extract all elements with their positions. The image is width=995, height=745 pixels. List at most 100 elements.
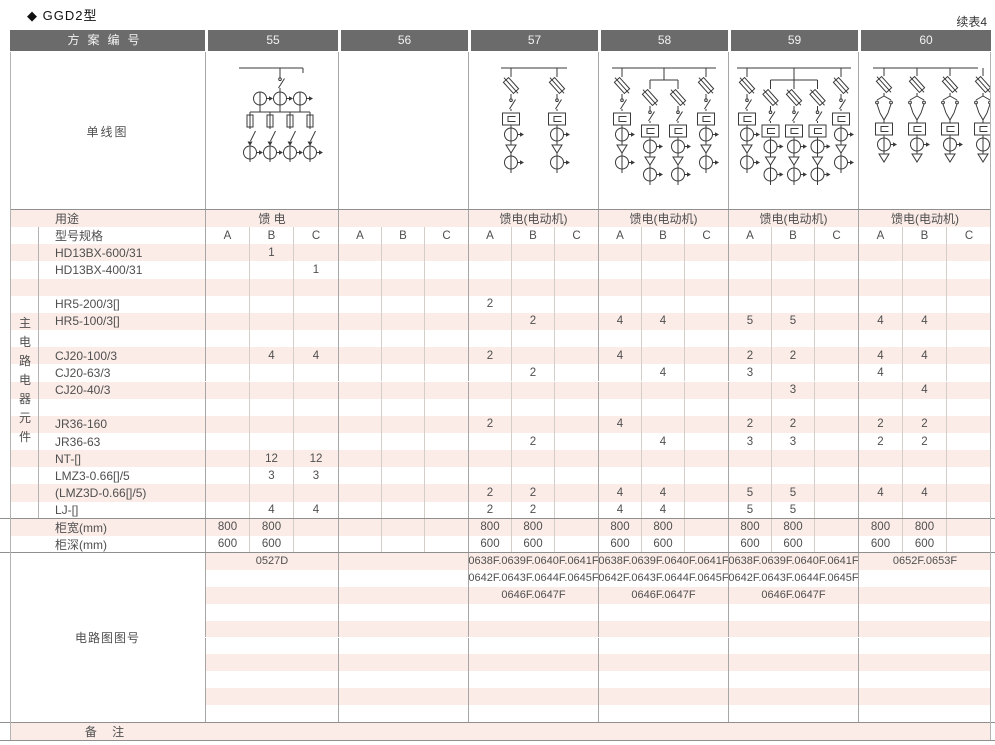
table-cell — [902, 295, 946, 313]
table-cell — [205, 312, 249, 331]
table-cell: B — [511, 227, 554, 245]
table-cell: A — [338, 227, 381, 245]
table-cell — [293, 415, 338, 433]
table-cell — [771, 450, 814, 468]
table-cell — [641, 278, 684, 296]
table-cell — [511, 261, 554, 279]
usage-cell: 馈电(电动机) — [468, 210, 598, 228]
table-cell: 600 — [468, 535, 511, 553]
table-cell — [554, 450, 598, 468]
table-cell: C — [946, 227, 991, 245]
table-cell — [771, 295, 814, 313]
table-cell — [424, 278, 468, 296]
table-cell — [205, 261, 249, 279]
circuit-number-row: 0642F.0643F.0644F.0645F 0642F.0643F.0644F… — [205, 569, 991, 587]
table-cell: A — [598, 227, 641, 245]
table-cell — [858, 501, 902, 519]
table-row: (LMZ3D-0.66[]/5) 2 2 4 4 5 5 4 4 — [10, 484, 991, 502]
table-cell — [424, 330, 468, 348]
table-cell: 2 — [771, 347, 814, 365]
page-title: ◆ GGD2型 — [27, 8, 98, 23]
table-cell: 3 — [771, 432, 814, 451]
table-cell — [641, 467, 684, 485]
row-label — [10, 330, 205, 347]
table-cell: 600 — [902, 535, 946, 553]
table-cell — [858, 295, 902, 313]
table-cell — [381, 364, 424, 382]
table-cell: 4 — [902, 312, 946, 331]
table-cell — [814, 261, 858, 279]
single-line-diagram-row: 单线图 — [10, 52, 991, 210]
table-cell — [424, 518, 468, 536]
table-cell: B — [771, 227, 814, 245]
table-cell — [205, 398, 249, 416]
table-row: HR5-200/3[] 2 — [10, 295, 991, 313]
circuit-number-cell — [728, 688, 858, 706]
table-row: JR36-160 2 4 2 2 2 2 — [10, 415, 991, 433]
table-cell — [814, 330, 858, 348]
circuit-number-cell — [338, 586, 468, 604]
row-label: CJ20-40/3 — [55, 383, 111, 398]
table-row: 用途馈 电馈电(电动机) 馈电(电动机) 馈电(电动机) 馈电(电动机) — [10, 210, 991, 228]
table-cell — [293, 295, 338, 313]
usage-cell: 馈电(电动机) — [598, 210, 728, 228]
table-cell: 600 — [205, 535, 249, 553]
table-cell — [641, 398, 684, 416]
row-label: LJ-[] — [55, 503, 79, 518]
table-cell — [381, 347, 424, 365]
circuit-diagram-number-label: 电路图图号 — [10, 553, 205, 722]
diagram-cell-55 — [205, 52, 338, 210]
plan-header-label: 方案编号 — [10, 30, 205, 51]
table-cell — [338, 484, 381, 502]
table-cell — [554, 518, 598, 536]
table-cell — [771, 278, 814, 296]
table-cell — [598, 381, 641, 399]
circuit-number-row — [205, 671, 991, 689]
table-cell — [205, 347, 249, 365]
table-cell — [902, 278, 946, 296]
circuit-number-cell — [728, 705, 858, 722]
circuit-number-cell — [468, 705, 598, 722]
table-cell — [598, 295, 641, 313]
table-cell — [902, 244, 946, 262]
table-cell — [728, 295, 771, 313]
table-cell — [554, 244, 598, 262]
table-cell — [946, 347, 991, 365]
table-cell — [554, 432, 598, 451]
table-cell — [468, 330, 511, 348]
circuit-number-cell — [338, 654, 468, 672]
table-row: CJ20-100/3 4 4 2 4 2 2 4 4 — [10, 347, 991, 365]
circuit-number-row: 0646F.0647F 0646F.0647F 0646F.0647F — [205, 586, 991, 604]
single-line-diagram-57 — [501, 67, 570, 173]
table-cell — [381, 381, 424, 399]
table-cell: 4 — [858, 484, 902, 502]
table-cell — [814, 381, 858, 399]
table-cell — [728, 278, 771, 296]
table-cell — [946, 501, 991, 519]
table-cell — [946, 432, 991, 451]
table-cell — [771, 364, 814, 382]
table-cell — [946, 415, 991, 433]
row-label: CJ20-100/3 — [55, 348, 118, 363]
table-cell — [338, 467, 381, 485]
table-cell — [902, 398, 946, 416]
table-cell — [684, 467, 728, 485]
table-cell — [598, 398, 641, 416]
table-cell — [684, 518, 728, 536]
table-cell — [205, 364, 249, 382]
table-cell — [946, 312, 991, 331]
table-cell — [249, 330, 293, 348]
table-cell — [205, 295, 249, 313]
side-label-char: 主 — [18, 316, 31, 330]
remarks-row: 备 注 — [10, 723, 991, 740]
table-cell: 2 — [511, 364, 554, 382]
table-row: CJ20-40/3 3 4 — [10, 381, 991, 399]
table-cell: 800 — [205, 518, 249, 536]
table-cell — [554, 415, 598, 433]
plan-header-scheme-55: 55 — [208, 30, 338, 51]
circuit-number-cell: 0527D — [205, 553, 338, 570]
circuit-number-cell: 0638F.0639F.0640F.0641F — [598, 553, 729, 570]
horizontal-rule — [0, 740, 995, 741]
diagram-cell-57 — [468, 52, 598, 210]
table-cell — [728, 398, 771, 416]
